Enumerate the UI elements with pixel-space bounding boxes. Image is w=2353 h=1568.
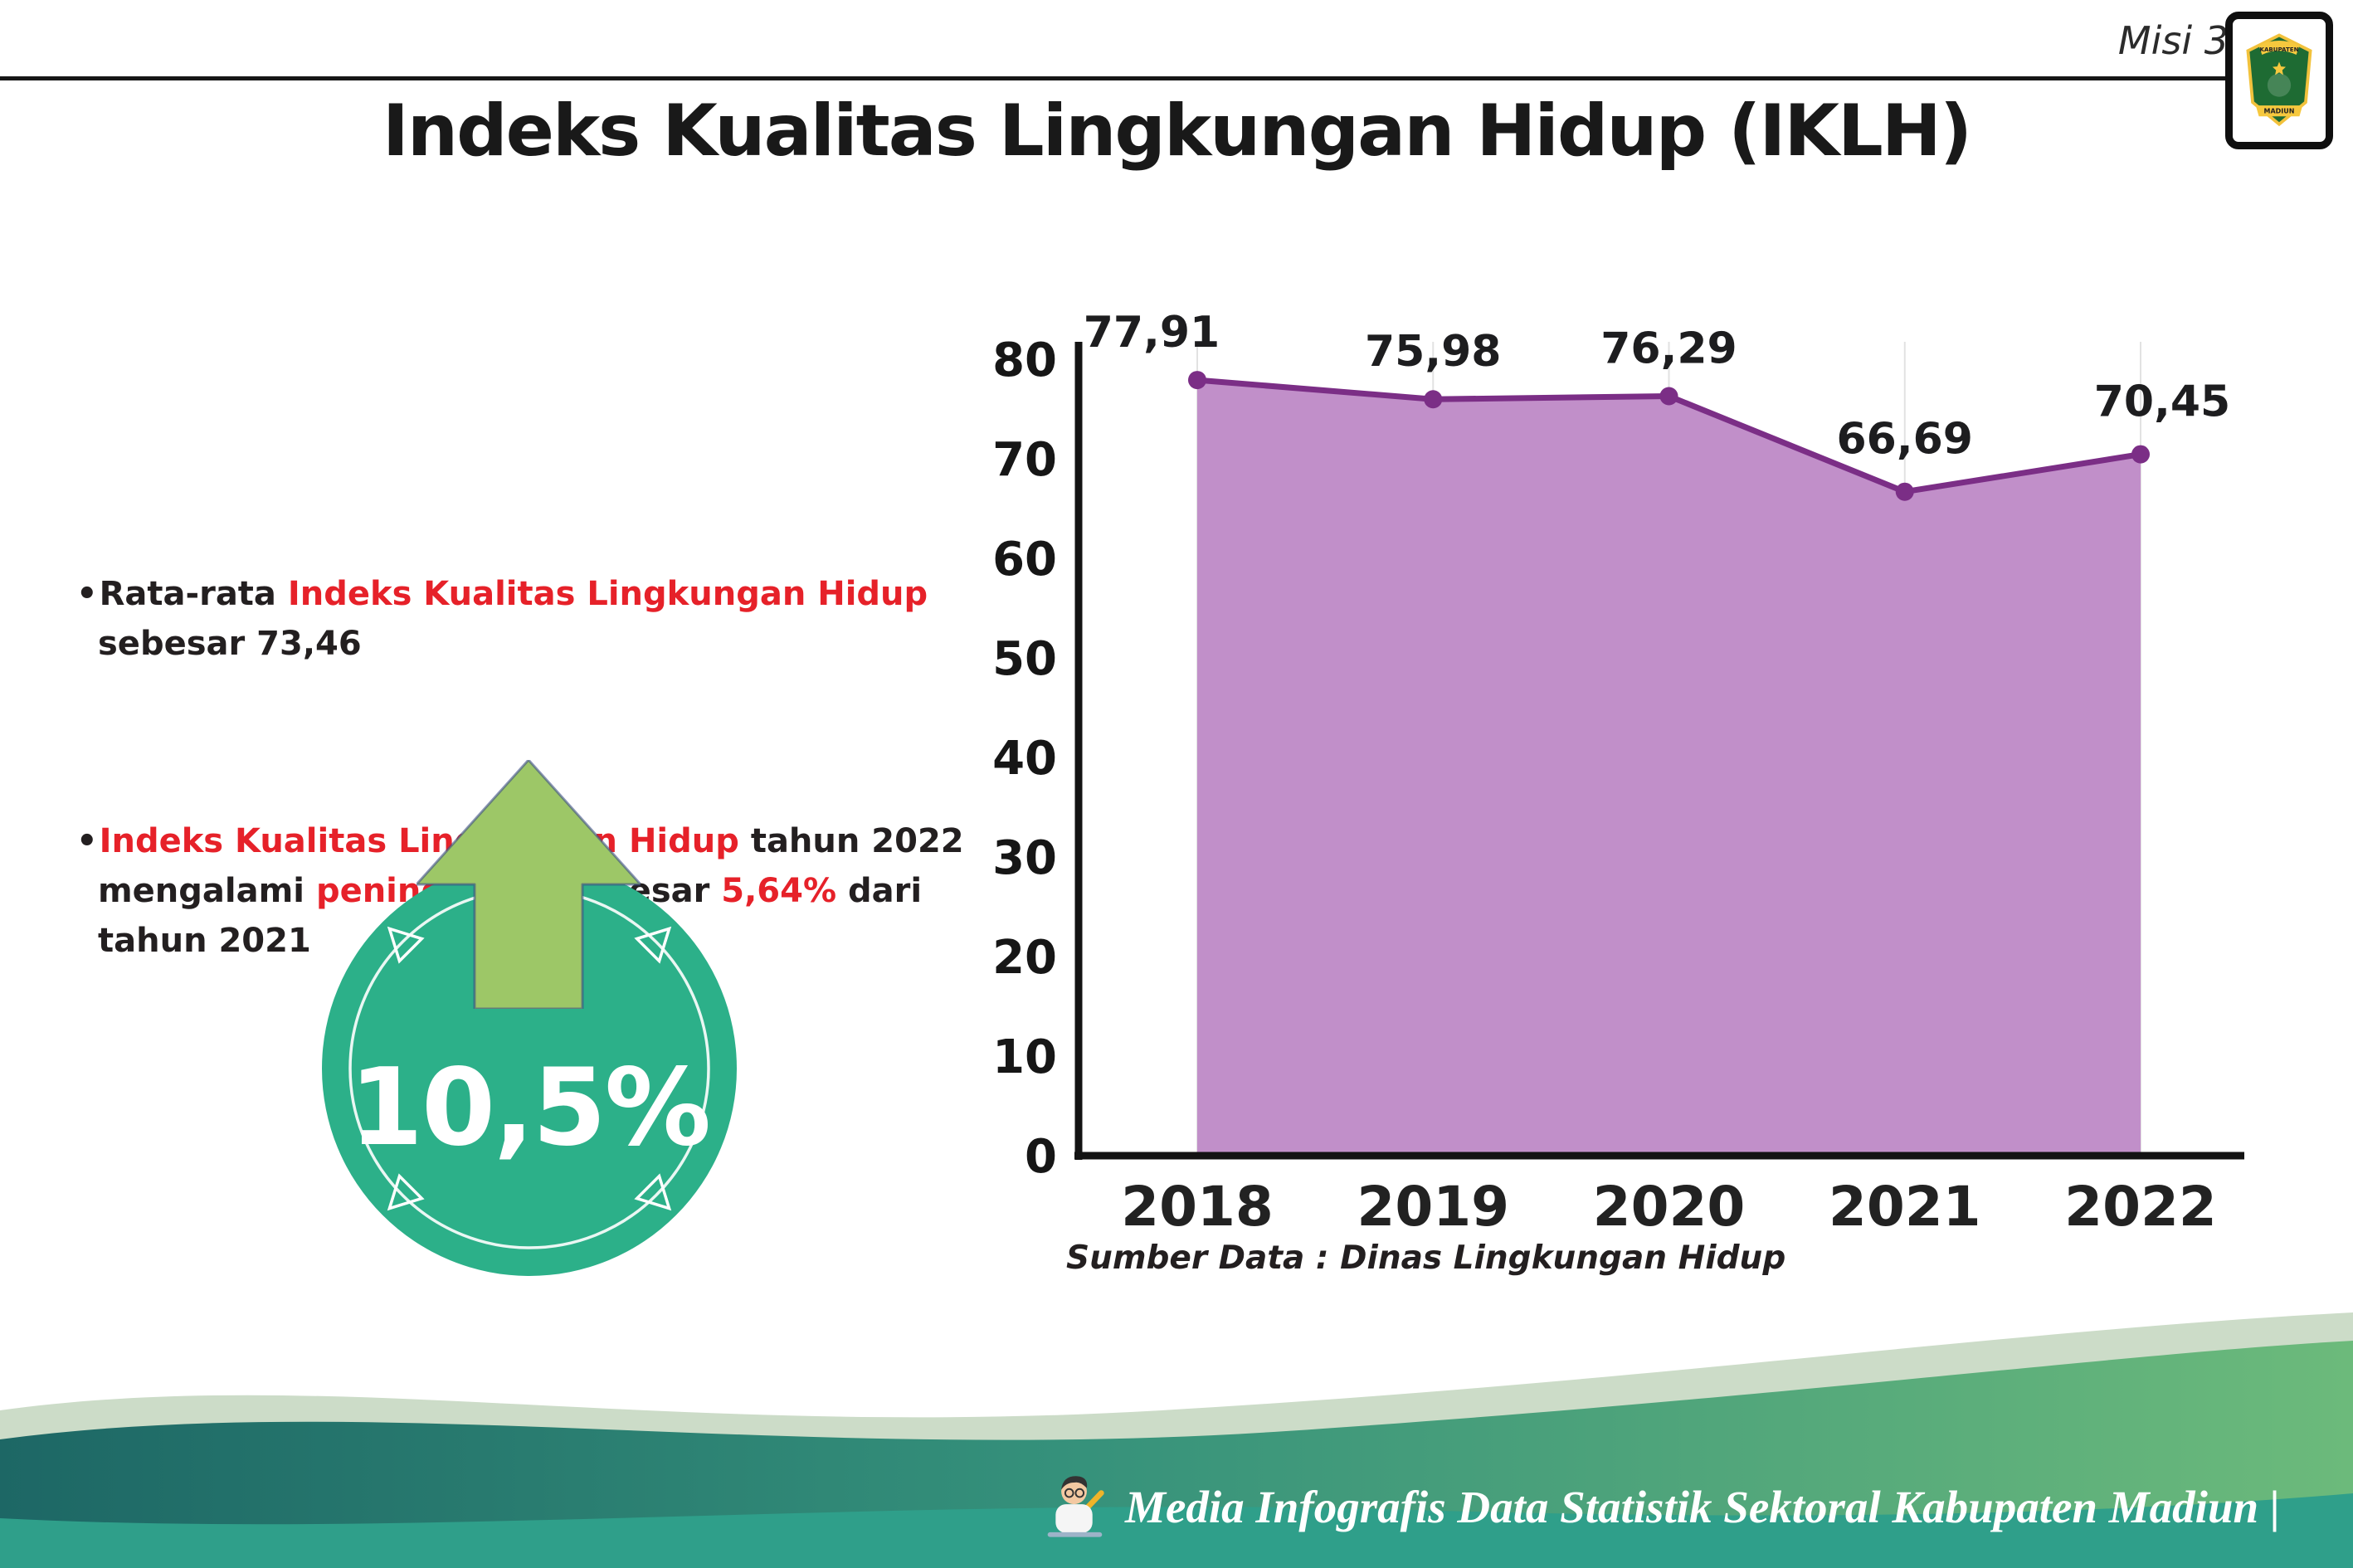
- badge-value: 10,5%: [348, 1046, 711, 1170]
- svg-text:40: 40: [992, 732, 1057, 786]
- footer: Media Infografis Data Statistik Sektoral…: [0, 1286, 2353, 1568]
- iklh-chart: 77,91 75,98 76,29 66,69 70,45 0 10 20 30 40 50 60 70…: [992, 308, 2244, 1239]
- svg-text:2020: 2020: [1593, 1175, 1746, 1239]
- kabupaten-madiun-logo: KABUPATEN MADIUN: [2246, 33, 2312, 127]
- chart-source: Sumber Data : Dinas Lingkungan Hidup: [1066, 1239, 1786, 1277]
- svg-text:30: 30: [992, 831, 1057, 885]
- logo-text-top: KABUPATEN: [2260, 46, 2299, 53]
- svg-text:60: 60: [992, 533, 1057, 587]
- chart-region: 77,91 75,98 76,29 66,69 70,45 0 10 20 30 40 50 60 70…: [962, 274, 2290, 1253]
- svg-text:2022: 2022: [2064, 1175, 2217, 1239]
- svg-text:77,91: 77,91: [1084, 308, 1220, 358]
- svg-text:2019: 2019: [1357, 1175, 1509, 1239]
- svg-text:75,98: 75,98: [1365, 327, 1501, 377]
- svg-text:50: 50: [992, 632, 1057, 686]
- logo-text-bottom: MADIUN: [2264, 107, 2295, 114]
- misi-label: Misi 3: [2117, 18, 2229, 63]
- svg-text:10: 10: [992, 1030, 1057, 1084]
- svg-text:66,69: 66,69: [1837, 415, 1973, 465]
- svg-text:70: 70: [992, 433, 1057, 487]
- footer-waves: [0, 1312, 2353, 1568]
- up-arrow-icon: [417, 760, 641, 1009]
- svg-text:70,45: 70,45: [2094, 377, 2230, 427]
- logo-frame: KABUPATEN MADIUN: [2225, 12, 2333, 149]
- svg-text:76,29: 76,29: [1600, 324, 1737, 374]
- svg-text:20: 20: [992, 931, 1057, 985]
- page-title: Indeks Kualitas Lingkungan Hidup (IKLH): [382, 90, 1972, 173]
- bullet-item-average: Rata-rata Indeks Kualitas Lingkungan Hid…: [76, 569, 1072, 669]
- top-divider-rule: [0, 76, 2250, 80]
- footer-credit: Media Infografis Data Statistik Sektoral…: [1125, 1481, 2280, 1532]
- svg-text:0: 0: [1025, 1130, 1057, 1184]
- svg-text:2018: 2018: [1121, 1175, 1274, 1239]
- svg-text:2021: 2021: [1829, 1175, 1981, 1239]
- svg-text:80: 80: [992, 334, 1057, 387]
- footer-content: Media Infografis Data Statistik Sektoral…: [1040, 1470, 2280, 1543]
- mascot-icon: [1047, 1476, 1104, 1537]
